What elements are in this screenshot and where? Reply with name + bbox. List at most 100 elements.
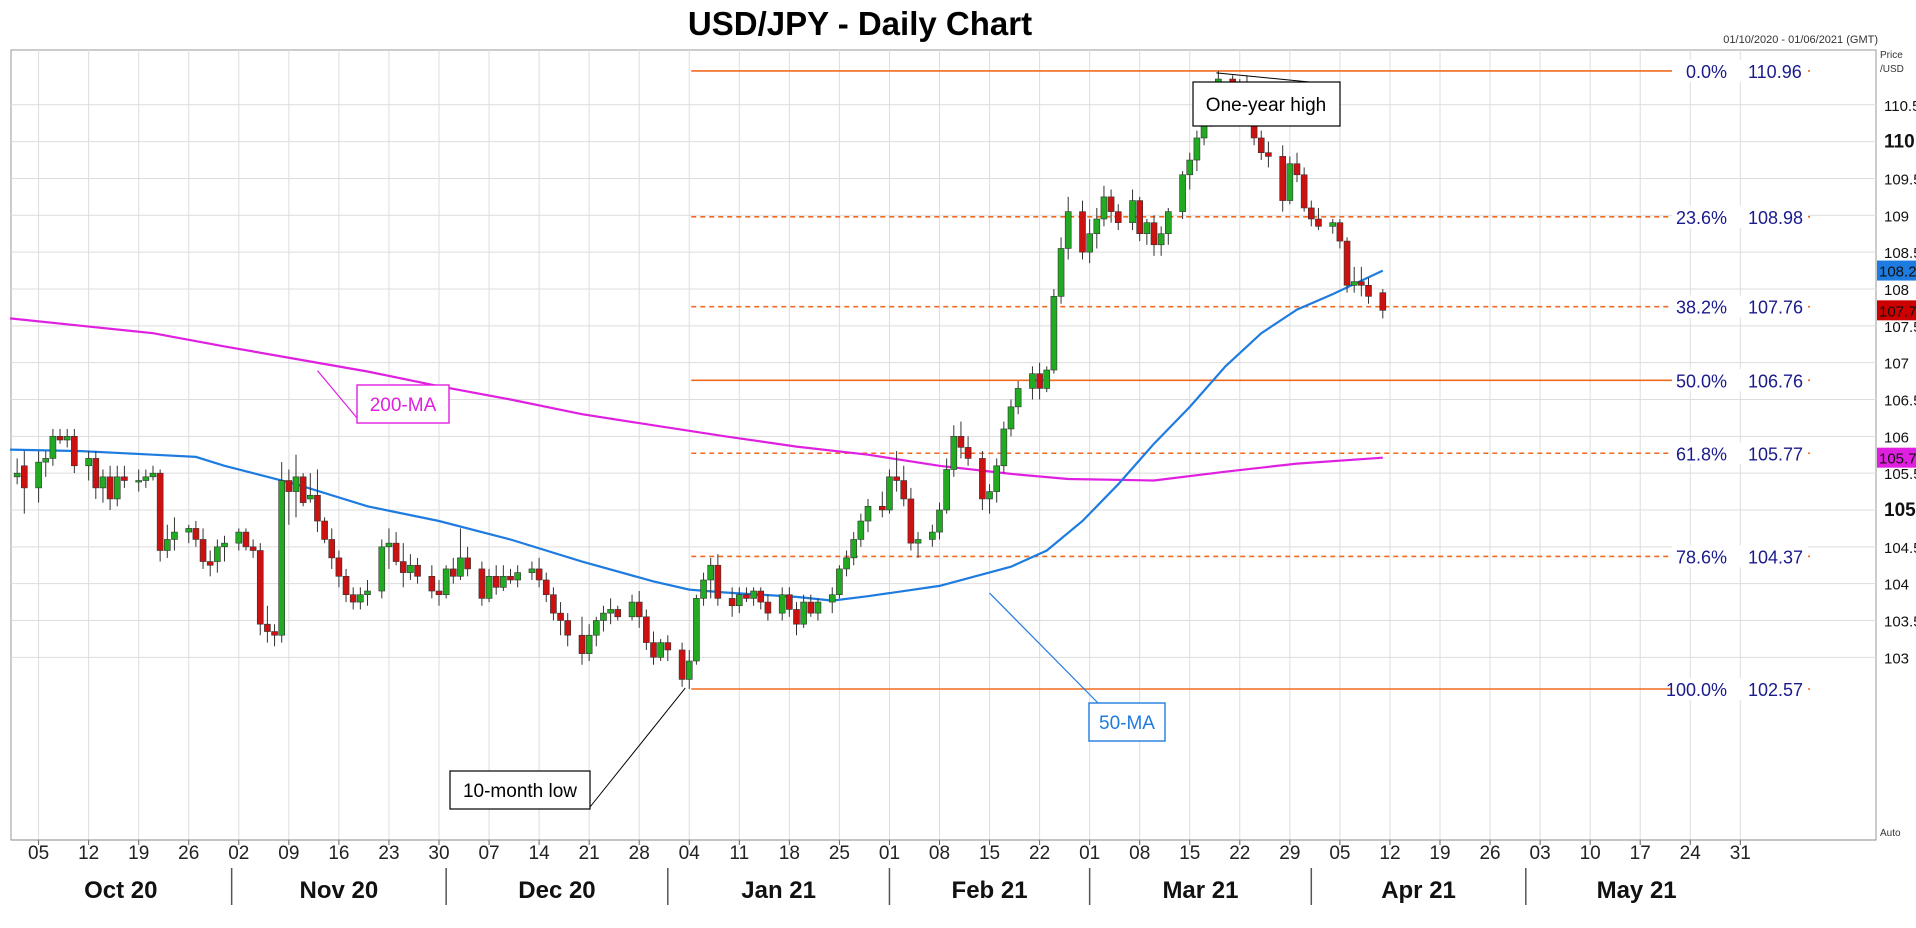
candle-up <box>657 642 664 658</box>
candle-down <box>1365 284 1372 297</box>
candle-down <box>664 642 672 651</box>
candle-up <box>1057 248 1065 297</box>
ma50-label-pointer <box>989 592 1099 704</box>
candle-down <box>206 561 214 566</box>
fib-label-bg <box>1672 678 1808 701</box>
candle-up <box>843 557 850 570</box>
x-tick-label: 05 <box>1329 843 1350 864</box>
candle-up <box>1157 233 1165 246</box>
candle-up <box>99 476 107 489</box>
candle-up <box>49 436 57 459</box>
candle-down <box>964 447 972 459</box>
month-label: Nov 20 <box>300 877 379 904</box>
one-year-high-box <box>1192 81 1341 127</box>
candle-up <box>1350 281 1358 286</box>
chart-title: USD/JPY - Daily Chart <box>688 5 1032 42</box>
x-tick-label: 12 <box>1379 843 1400 864</box>
x-tick-label: 31 <box>1730 843 1751 864</box>
y-tick-label: 107.5 <box>1884 319 1916 336</box>
x-tick-label: 09 <box>278 843 299 864</box>
candle-down <box>979 458 986 500</box>
candle-down <box>907 498 915 544</box>
candles <box>13 70 1387 690</box>
fib-pct-label: 100.0% <box>1666 680 1727 700</box>
candle-up <box>142 476 150 481</box>
price-tag-bg <box>1877 260 1916 281</box>
x-tick-label: 26 <box>178 843 199 864</box>
candle-up <box>13 472 21 478</box>
candle-down <box>1114 211 1122 223</box>
x-tick-label: 15 <box>979 843 1000 864</box>
x-tick-label: 29 <box>1279 843 1300 864</box>
candle-up <box>1179 174 1186 212</box>
candle-down <box>271 631 278 636</box>
candle-down <box>1136 200 1143 235</box>
candle-up <box>814 601 822 614</box>
candle-up <box>828 594 836 603</box>
candle-up <box>1000 428 1008 467</box>
x-tick-label: 25 <box>829 843 850 864</box>
date-range-text: 01/10/2020 - 01/06/2021 (GMT) <box>1723 34 1878 46</box>
y-tick-label: 104.5 <box>1884 540 1916 557</box>
candle-up <box>993 465 1001 492</box>
month-label: Mar 21 <box>1162 877 1238 904</box>
candle-up <box>943 469 950 511</box>
y-tick-label: 103.5 <box>1884 613 1916 630</box>
candle-up <box>385 542 393 548</box>
candle-up <box>778 594 786 614</box>
candle-up <box>986 491 993 500</box>
ma200-label: 200-MA <box>370 395 437 416</box>
ten-month-low-pointer <box>589 687 686 808</box>
candle-down <box>478 568 486 599</box>
candle-down <box>464 557 471 570</box>
price-tag-label: 108.25 <box>1879 264 1916 281</box>
gridlines <box>11 50 1876 840</box>
x-tick-label: 19 <box>128 843 149 864</box>
ma50-line <box>9 269 1384 602</box>
candle-down <box>20 465 28 489</box>
candle-up <box>750 590 757 599</box>
y-tick-label: 107 <box>1884 356 1909 373</box>
fib-value-label: 107.76 <box>1748 298 1803 318</box>
candle-down <box>449 568 457 577</box>
price-tag-bg <box>1877 300 1916 321</box>
candle-down <box>399 561 407 573</box>
fib-pct-label: 78.6% <box>1676 547 1727 567</box>
candle-up <box>514 572 521 581</box>
y-tick-label: 110 <box>1884 132 1915 153</box>
candle-down <box>1107 196 1115 212</box>
x-tick-label: 07 <box>478 843 499 864</box>
candle-up <box>1014 388 1022 408</box>
candle-up <box>1050 296 1058 371</box>
candle-down <box>156 472 164 551</box>
y-tick-label: 110.5 <box>1884 98 1916 115</box>
auto-label: Auto <box>1880 828 1901 839</box>
month-label: Oct 20 <box>84 877 157 904</box>
candle-down <box>199 539 207 562</box>
candle-up <box>485 575 493 599</box>
candle-down <box>614 609 622 618</box>
y-tick-label: 105 <box>1884 500 1916 521</box>
candle-down <box>264 623 271 632</box>
candle-down <box>1079 211 1086 253</box>
candle-up <box>1043 369 1051 389</box>
candle-up <box>1193 137 1201 161</box>
candle-up <box>929 531 936 540</box>
candle-down <box>342 575 350 596</box>
candle-up <box>600 612 607 621</box>
candle-down <box>507 575 514 581</box>
ma200-label-pointer <box>316 370 358 419</box>
candle-down <box>878 506 886 511</box>
price-tag-bg <box>1877 447 1916 468</box>
candle-down <box>328 539 336 559</box>
candle-down <box>1293 163 1301 176</box>
candle-down <box>1300 174 1308 209</box>
candle-up <box>357 594 364 603</box>
x-tick-label: 01 <box>1079 843 1100 864</box>
candle-up <box>628 601 636 618</box>
y-tick-label: 106 <box>1884 429 1909 446</box>
candle-down <box>349 594 357 603</box>
candle-up <box>63 436 71 441</box>
month-label: Apr 21 <box>1381 877 1456 904</box>
